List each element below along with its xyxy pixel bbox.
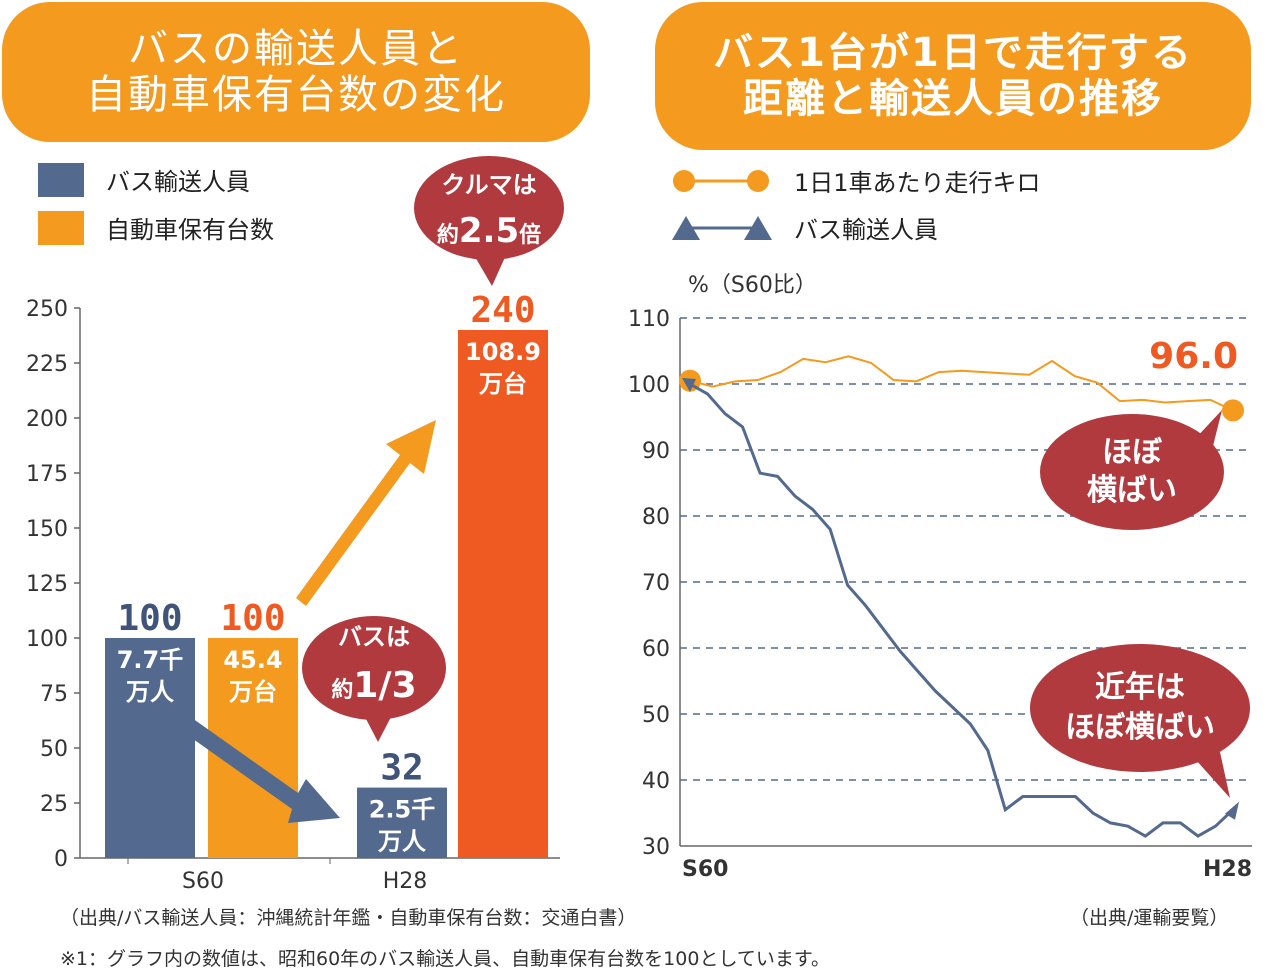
series-arrowhead-end: [1225, 801, 1239, 820]
bar-y-tick-label: 0: [54, 847, 68, 872]
bar-y-tick-label: 25: [40, 792, 68, 817]
callout-bus-line2: 約1/3: [331, 665, 416, 706]
callout-recent-tail: [1196, 752, 1230, 798]
callout-car: [414, 156, 564, 260]
line-y-tick-label: 90: [642, 439, 670, 464]
bar: [357, 787, 447, 858]
bar-y-tick-label: 150: [26, 517, 68, 542]
up-arrow-icon: [296, 420, 436, 606]
bar-inner-label: 万台: [479, 370, 527, 398]
legend-item-riders: バス輸送人員: [672, 210, 938, 245]
legend-label-riders: バス輸送人員: [794, 216, 938, 244]
bar-inner-label: 2.5千: [369, 796, 436, 824]
series-line-riders: [689, 382, 1235, 838]
legend-item-car: 自動車保有台数: [38, 210, 274, 245]
series-point-km-end: [1222, 399, 1244, 422]
bar-value-label: 240: [470, 290, 535, 331]
bar: [458, 330, 548, 858]
legend-label-bus: バス輸送人員: [106, 168, 250, 196]
callout-bus: [302, 616, 446, 720]
legend-item-bus: バス輸送人員: [38, 162, 250, 197]
callout-car-tail: [474, 255, 506, 286]
line-y-tick-label: 40: [642, 769, 670, 794]
line-y-tick-label: 30: [642, 835, 670, 860]
bar-inner-label: 万人: [378, 828, 426, 856]
callout-flat-text: 横ばい: [1087, 473, 1177, 508]
bar-y-tick-label: 75: [40, 682, 68, 707]
bar-y-tick-label: 200: [26, 407, 68, 432]
line-y-tick-label: 100: [628, 373, 670, 398]
bar-y-tick-label: 50: [40, 737, 68, 762]
callout-flat: [1040, 414, 1224, 530]
source-left: （出典/バス輸送人員：沖縄統計年鑑・自動車保有台数：交通白書）: [60, 907, 637, 929]
callout-recent-text: ほぼ横ばい: [1065, 710, 1215, 745]
line-y-tick-label: 50: [642, 703, 670, 728]
line-y-axis-label: %（S60比）: [688, 273, 817, 298]
line-y-tick-label: 110: [628, 307, 670, 332]
line-y-tick-label: 60: [642, 637, 670, 662]
callout-bus-line1: バスは: [338, 623, 410, 651]
bar-x-tick-label: S60: [182, 869, 224, 894]
bar-y-tick-label: 225: [26, 352, 68, 377]
bar-value-label: 100: [117, 598, 182, 639]
line-y-tick-label: 80: [642, 505, 670, 530]
bar-inner-label: 108.9: [465, 338, 541, 366]
bar-y-tick-label: 125: [26, 572, 68, 597]
callout-recent-text: 近年は: [1095, 670, 1185, 705]
legend-swatch-bus: [38, 162, 84, 197]
bar: [105, 638, 195, 858]
callout-car-line1: クルマは: [441, 171, 536, 199]
line-x-tick-label: S60: [682, 857, 728, 882]
right-chart-title: バス1台が1日で走行する 距離と輸送人員の推移: [655, 2, 1251, 150]
end-value-label: 96.0: [1149, 336, 1238, 377]
bar-inner-label: 万台: [229, 678, 277, 706]
bar-x-tick-label: H28: [383, 869, 428, 894]
callout-bus-tail: [364, 715, 392, 742]
legend-item-km: 1日1車あたり走行キロ: [672, 163, 1041, 198]
bar-inner-label: 万人: [126, 678, 174, 706]
bar-value-label: 100: [220, 598, 285, 639]
footnote: ※1：グラフ内の数値は、昭和60年のバス輸送人員、自動車保有台数を100としてい…: [60, 948, 830, 970]
callout-recent: [1030, 644, 1250, 772]
bar-y-tick-label: 175: [26, 462, 68, 487]
bar-y-tick-label: 100: [26, 627, 68, 652]
bar-inner-label: 7.7千: [117, 646, 184, 674]
left-chart-title: バスの輸送人員と 自動車保有台数の変化: [2, 2, 590, 142]
legend-label-km: 1日1車あたり走行キロ: [794, 169, 1041, 197]
callout-car-line2: 約2.5倍: [437, 211, 541, 251]
callout-flat-tail: [1194, 410, 1222, 466]
bar-y-tick-label: 250: [26, 297, 68, 322]
callout-flat-text: ほぼ: [1102, 435, 1163, 470]
legend-label-car: 自動車保有台数: [106, 216, 274, 244]
series-arrowhead-start: [682, 378, 696, 392]
bar-value-label: 32: [380, 748, 423, 789]
series-line-km: [689, 355, 1234, 412]
bar-inner-label: 45.4: [223, 646, 282, 674]
line-x-tick-label: H28: [1203, 857, 1252, 882]
legend-marker-riders-icon: [672, 215, 772, 240]
line-y-tick-label: 70: [642, 571, 670, 596]
source-right: （出典/運輸要覧）: [1070, 907, 1229, 929]
legend-swatch-car: [38, 210, 84, 245]
down-arrow-icon: [186, 718, 340, 823]
legend-marker-km-icon: [673, 169, 769, 192]
